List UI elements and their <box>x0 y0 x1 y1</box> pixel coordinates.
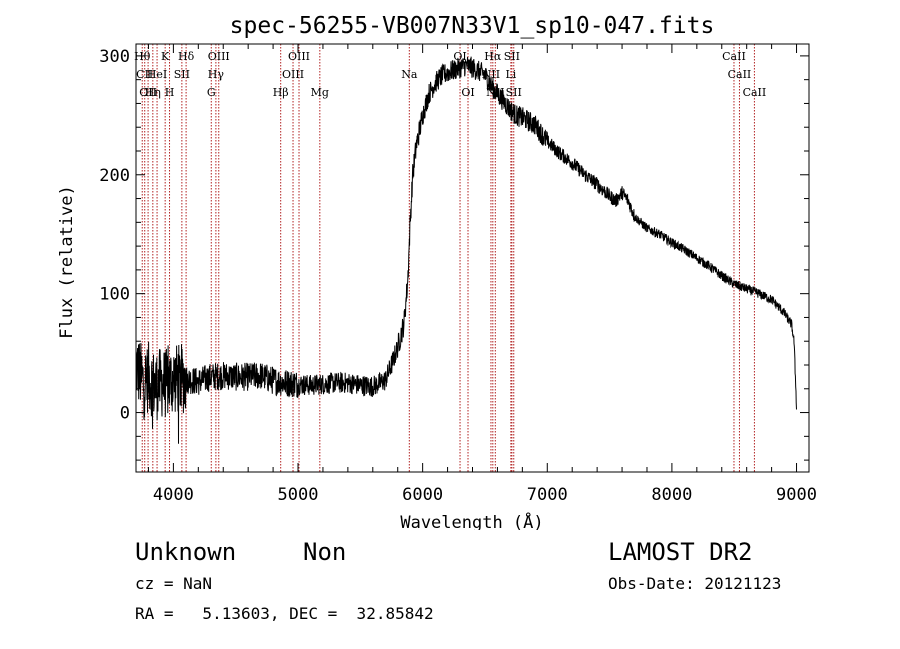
spectral-line-label: K <box>161 50 170 63</box>
spectral-line-label: Hα <box>484 50 502 63</box>
spectral-line-label: Hβ <box>273 86 289 99</box>
obs-date-label: Obs-Date: 20121123 <box>608 574 782 593</box>
spectral-line-label: OIII <box>282 68 304 81</box>
spectral-line-label: OI <box>453 50 466 63</box>
spectral-line-label: Hθ <box>134 50 151 63</box>
subclass-label: Non <box>303 538 347 566</box>
x-tick-label: 7000 <box>527 485 568 505</box>
plot-frame <box>135 43 810 473</box>
redshift-label: cz = NaN <box>135 574 213 593</box>
spectrum-line <box>135 56 797 444</box>
y-tick-label: 100 <box>99 285 130 305</box>
spectral-line-label: Mg <box>311 86 329 99</box>
spectral-line-label: Hδ <box>178 50 195 63</box>
y-axis-label: Flux (relative) <box>57 185 77 339</box>
spectral-line-label: SII <box>174 68 190 81</box>
spectral-line-label: SII <box>506 86 522 99</box>
spectrum-chart: spec-56255-VB007N33V1_sp10-047.fits Hθ CI… <box>57 13 817 530</box>
spectral-line-label: CaII <box>722 50 746 63</box>
survey-label: LAMOST DR2 <box>608 538 753 566</box>
spectral-line-label: OIII <box>208 50 230 63</box>
spectral-line-label: CaII <box>728 68 752 81</box>
y-tick-label: 0 <box>120 404 130 424</box>
spectral-line-label: Hγ <box>208 68 225 81</box>
x-tick-label: 9000 <box>776 485 817 505</box>
spectral-line-label: H <box>165 86 175 99</box>
x-tick-label: 4000 <box>153 485 194 505</box>
x-tick-label: 8000 <box>651 485 692 505</box>
spectral-line-label: SII <box>504 50 520 63</box>
spectral-line-label: Hη <box>145 86 161 99</box>
spectral-line-label: OIII <box>288 50 310 63</box>
spectral-line-label: CII <box>136 68 153 81</box>
spectral-line-label: Li <box>505 68 516 81</box>
spectral-line-label: CaII <box>743 86 767 99</box>
y-tick-label: 200 <box>99 166 130 186</box>
y-tick-label: 300 <box>99 47 130 67</box>
x-tick-label: 5000 <box>278 485 319 505</box>
coordinates-label: RA = 5.13603, DEC = 32.85842 <box>135 604 434 623</box>
spectral-line-label: Na <box>401 68 418 81</box>
x-tick-label: 6000 <box>402 485 443 505</box>
spectral-line-label: OI <box>461 86 474 99</box>
x-axis-label: Wavelength (Å) <box>400 511 543 530</box>
spectral-line-label: G <box>207 86 216 99</box>
spectral-line-label: HeI <box>147 68 167 81</box>
chart-title: spec-56255-VB007N33V1_sp10-047.fits <box>230 13 715 39</box>
spectral-line-label: OII <box>139 86 157 99</box>
classification-label: Unknown <box>135 538 237 566</box>
